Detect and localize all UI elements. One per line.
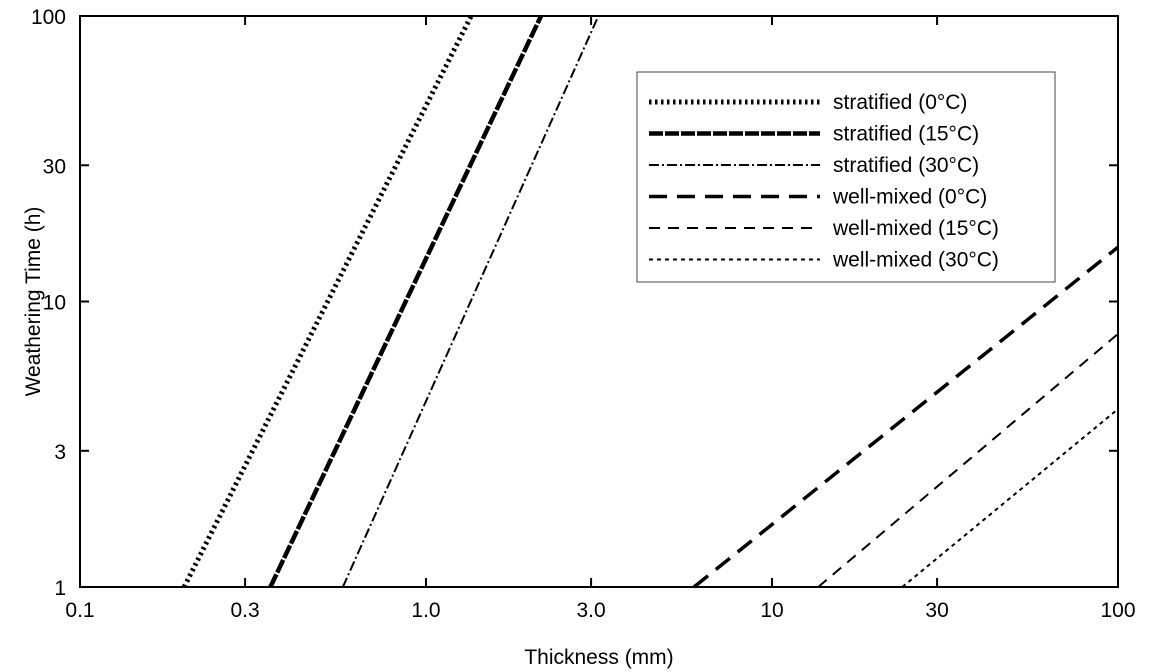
x-axis-label: Thickness (mm): [524, 646, 673, 669]
series-line-6: [901, 408, 1119, 588]
x-tick-label: 0.3: [230, 599, 259, 622]
legend-label-6: well-mixed (30°C): [832, 249, 999, 272]
series-line-2: [268, 15, 544, 588]
series-line-4: [692, 245, 1120, 589]
x-tick-label: 100: [1100, 599, 1135, 622]
series-line-5: [817, 333, 1119, 588]
x-tick-label: 0.1: [65, 599, 94, 622]
y-tick-label: 3: [54, 441, 66, 464]
x-tick-label: 10: [760, 599, 783, 622]
legend-label-1: stratified (0°C): [833, 91, 967, 114]
y-axis-label: Weathering Time (h): [22, 207, 45, 397]
series-line-1: [181, 14, 474, 589]
x-tick-label: 3.0: [576, 599, 605, 622]
x-tick-label: 1.0: [411, 599, 440, 622]
tick-labels: 0.1 0.3 1.0 3.0 10 30 100 1 3 10 30 100: [31, 6, 1136, 622]
legend-label-2: stratified (15°C): [833, 123, 979, 146]
series-line-3: [341, 15, 600, 588]
x-tick-label: 30: [925, 599, 948, 622]
series-lines: [181, 14, 1120, 589]
legend-label-3: stratified (30°C): [833, 154, 979, 177]
y-tick-label: 100: [31, 6, 66, 29]
y-tick-label: 10: [43, 292, 66, 315]
legend-label-5: well-mixed (15°C): [832, 217, 999, 240]
legend-box: [636, 71, 1056, 283]
y-tick-label: 30: [43, 155, 66, 178]
legend: stratified (0°C) stratified (15°C) stratif…: [636, 71, 1056, 283]
y-tick-label: 1: [54, 577, 66, 600]
legend-label-4: well-mixed (0°C): [832, 186, 987, 209]
axis-ticks: [79, 15, 1119, 588]
